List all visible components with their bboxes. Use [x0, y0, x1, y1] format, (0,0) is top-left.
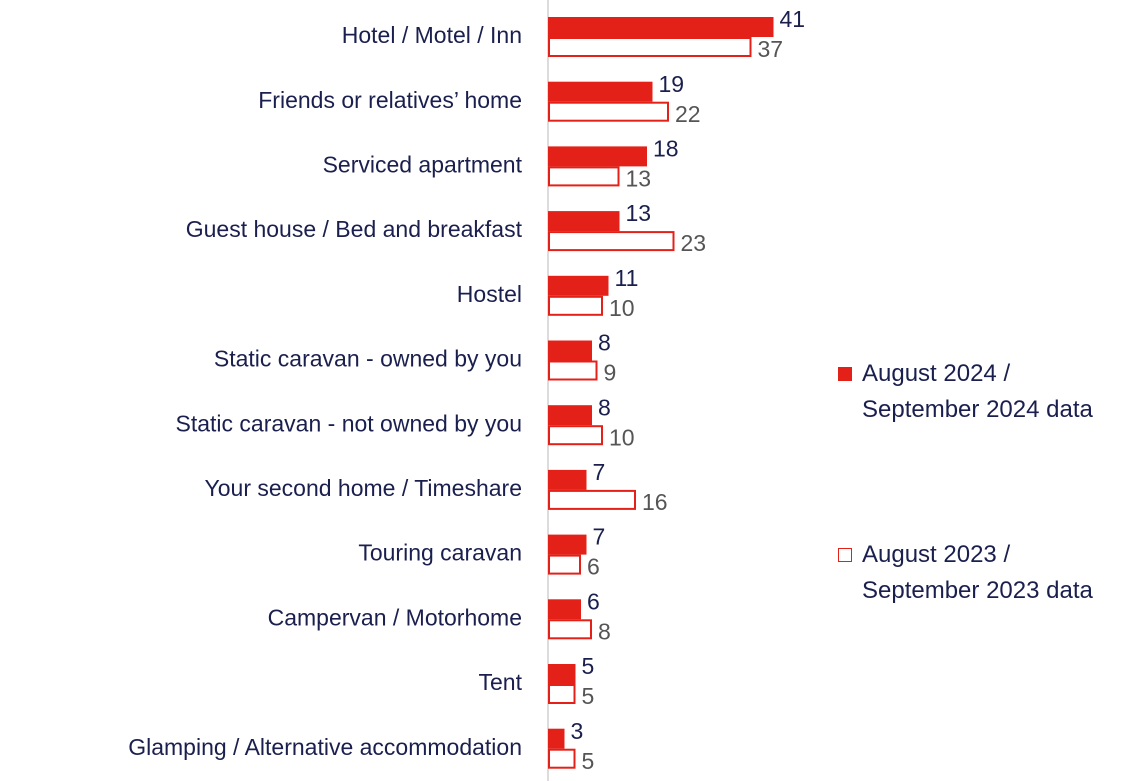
bar — [548, 17, 774, 37]
legend-label: August 2023 / September 2023 data — [862, 541, 1093, 604]
value-label: 19 — [659, 71, 685, 97]
value-label: 23 — [681, 230, 707, 256]
bar — [548, 469, 587, 490]
value-label: 18 — [653, 135, 679, 161]
bar — [548, 554, 581, 575]
category-label: Friends or relatives’ home — [258, 87, 522, 113]
value-label: 8 — [598, 618, 611, 644]
bar — [548, 728, 565, 749]
value-label: 37 — [758, 36, 784, 62]
bar — [548, 295, 603, 316]
bar — [548, 534, 587, 555]
value-label: 13 — [626, 200, 652, 226]
legend-item: August 2024 / September 2024 data — [838, 356, 1098, 428]
value-label: 8 — [598, 394, 611, 420]
bar — [548, 748, 576, 769]
bar — [548, 340, 592, 361]
bar — [548, 37, 752, 57]
value-label: 6 — [587, 588, 600, 614]
category-label: Touring caravan — [358, 540, 522, 566]
category-label: Your second home / Timeshare — [205, 475, 523, 501]
value-label: 7 — [593, 459, 606, 485]
bar — [548, 489, 636, 510]
value-label: 13 — [626, 165, 652, 191]
bar — [548, 405, 592, 426]
legend-item: August 2023 / September 2023 data — [838, 537, 1098, 609]
bar — [548, 425, 603, 446]
legend-swatch — [838, 367, 852, 381]
category-label: Hotel / Motel / Inn — [342, 22, 522, 48]
value-label: 8 — [598, 330, 611, 356]
bar — [548, 81, 653, 102]
category-label: Serviced apartment — [323, 151, 523, 177]
value-label: 16 — [642, 489, 668, 515]
legend-swatch — [838, 548, 852, 562]
category-label: Campervan / Motorhome — [268, 604, 522, 630]
value-label: 41 — [780, 6, 806, 32]
bar — [548, 619, 592, 640]
bar — [548, 275, 609, 296]
value-label: 5 — [582, 683, 595, 709]
bar — [548, 684, 576, 704]
value-label: 3 — [571, 718, 584, 744]
bar — [548, 101, 669, 122]
value-label: 9 — [604, 360, 617, 386]
bar — [548, 664, 576, 684]
value-label: 10 — [609, 424, 635, 450]
bar — [548, 211, 620, 232]
value-label: 10 — [609, 295, 635, 321]
category-label: Static caravan - owned by you — [214, 346, 522, 372]
category-label: Static caravan - not owned by you — [176, 410, 522, 436]
value-label: 5 — [582, 653, 595, 679]
bar — [548, 166, 620, 187]
value-label: 6 — [587, 554, 600, 580]
bar — [548, 146, 647, 167]
value-label: 7 — [593, 524, 606, 550]
bar — [548, 599, 581, 620]
legend-label: August 2024 / September 2024 data — [862, 360, 1093, 423]
category-label: Tent — [479, 669, 523, 695]
category-label: Guest house / Bed and breakfast — [186, 216, 523, 242]
value-label: 22 — [675, 101, 701, 127]
bar — [548, 231, 675, 252]
category-label: Glamping / Alternative accommodation — [128, 734, 522, 760]
category-label: Hostel — [457, 281, 522, 307]
bar — [548, 360, 598, 381]
value-label: 5 — [582, 748, 595, 774]
value-label: 11 — [615, 265, 639, 291]
